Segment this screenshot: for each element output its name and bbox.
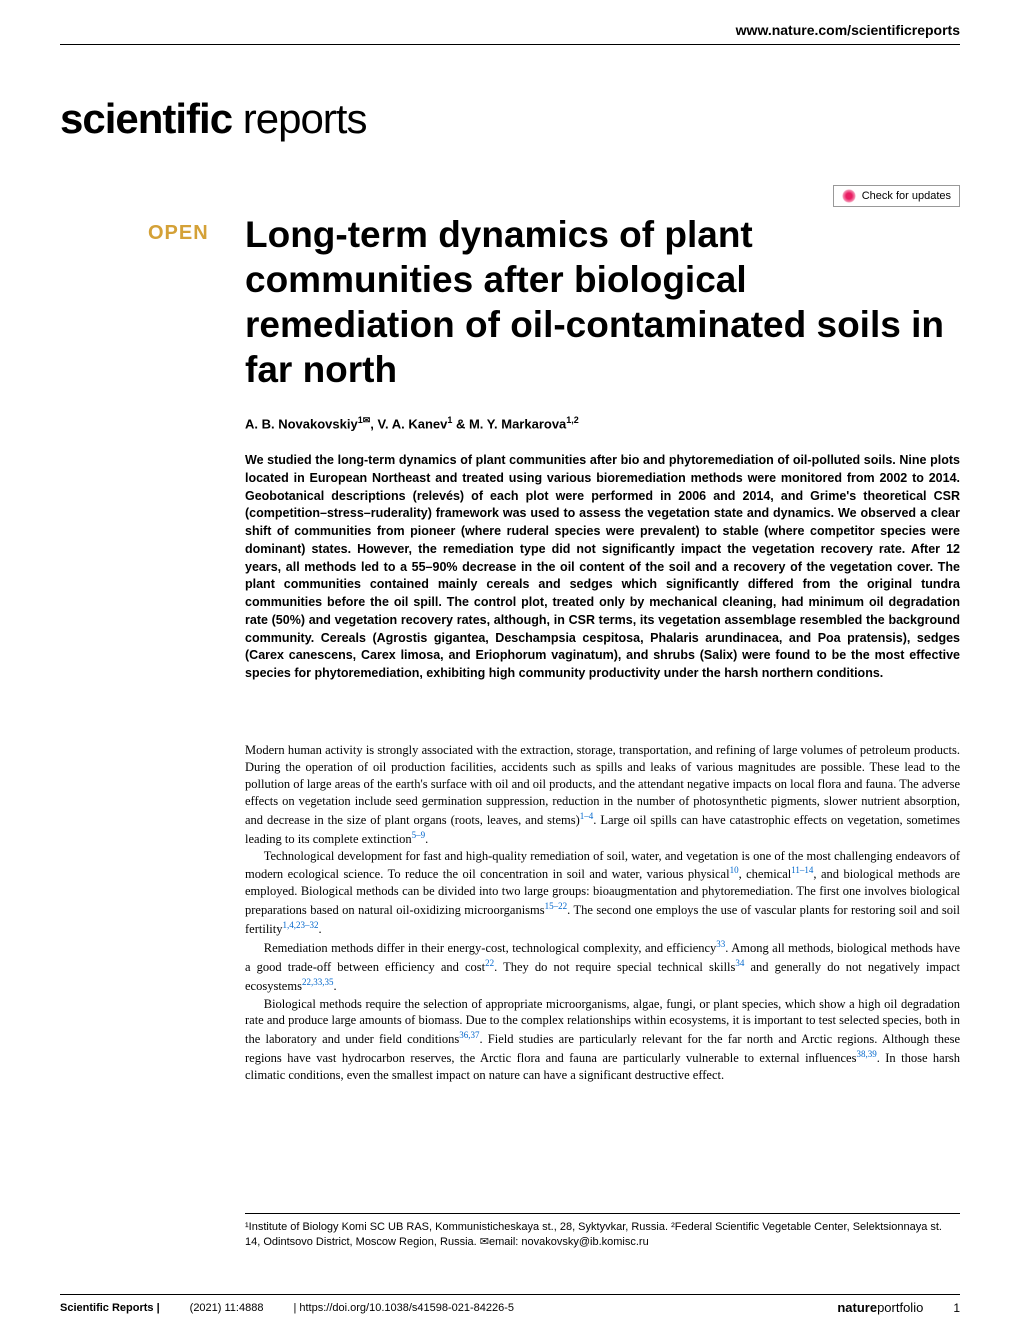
ref-link[interactable]: 22 (485, 958, 494, 968)
ref-link[interactable]: 15–22 (545, 901, 568, 911)
ref-link[interactable]: 1,4,23–32 (283, 920, 319, 930)
footer-doi: | https://doi.org/10.1038/s41598-021-842… (293, 1302, 514, 1314)
ref-link[interactable]: 1–4 (580, 811, 594, 821)
footer-journal: Scientific Reports | (60, 1302, 160, 1314)
paragraph-1: Modern human activity is strongly associ… (245, 742, 960, 848)
ref-link[interactable]: 22,33,35 (302, 977, 334, 987)
paragraph-2: Technological development for fast and h… (245, 848, 960, 939)
footer-citation: (2021) 11:4888 (190, 1302, 264, 1314)
page-number: 1 (953, 1301, 960, 1315)
paragraph-3: Remediation methods differ in their ener… (245, 938, 960, 995)
footer-left: Scientific Reports | (2021) 11:4888 | ht… (60, 1302, 514, 1314)
ref-link[interactable]: 36,37 (459, 1030, 479, 1040)
header-rule (60, 44, 960, 45)
check-updates-icon (842, 189, 856, 203)
body-text: Modern human activity is strongly associ… (245, 742, 960, 1084)
footer-right: natureportfolio 1 (837, 1300, 960, 1315)
paragraph-4: Biological methods require the selection… (245, 996, 960, 1085)
check-updates-label: Check for updates (862, 190, 951, 202)
ref-link[interactable]: 10 (730, 865, 739, 875)
journal-logo: scientific reports (60, 95, 366, 143)
open-access-badge: OPEN (148, 222, 209, 245)
ref-link[interactable]: 5–9 (412, 830, 426, 840)
check-updates-button[interactable]: Check for updates (833, 185, 960, 207)
affiliations: ¹Institute of Biology Komi SC UB RAS, Ko… (245, 1213, 960, 1251)
authors-line: A. B. Novakovskiy1✉, V. A. Kanev1 & M. Y… (245, 415, 960, 431)
journal-logo-bold: scientific (60, 95, 232, 142)
ref-link[interactable]: 11–14 (791, 865, 813, 875)
publisher-logo: natureportfolio (837, 1300, 923, 1315)
journal-url: www.nature.com/scientificreports (736, 22, 960, 38)
ref-link[interactable]: 38,39 (856, 1049, 876, 1059)
ref-link[interactable]: 33 (716, 939, 725, 949)
journal-logo-light: reports (232, 95, 366, 142)
article-title: Long-term dynamics of plant communities … (245, 212, 960, 393)
abstract: We studied the long-term dynamics of pla… (245, 452, 960, 683)
page-footer: Scientific Reports | (2021) 11:4888 | ht… (60, 1294, 960, 1315)
